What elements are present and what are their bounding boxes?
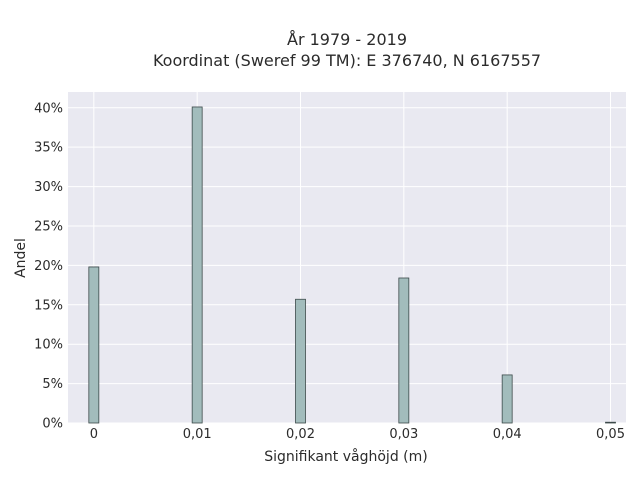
bar: [191, 106, 203, 424]
x-axis-ticks: 0 0,01 0,02 0,03 0,04 0,05: [90, 427, 625, 442]
y-tick-label: 30%: [34, 180, 63, 195]
chart-title-line2: Koordinat (Sweref 99 TM): E 376740, N 61…: [153, 51, 541, 70]
y-tick-label: 15%: [34, 298, 63, 313]
x-tick-label: 0: [90, 427, 98, 442]
x-tick-label: 0,05: [596, 427, 625, 442]
x-tick-label: 0,04: [493, 427, 522, 442]
bar: [501, 374, 513, 424]
bar: [295, 298, 306, 424]
x-tick-label: 0,01: [183, 427, 212, 442]
x-axis-label: Signifikant våghöjd (m): [264, 448, 427, 465]
x-tick-label: 0,03: [389, 427, 418, 442]
y-tick-label: 20%: [34, 259, 63, 274]
bar: [605, 421, 616, 424]
bar: [88, 266, 100, 424]
chart-title-line1: År 1979 - 2019: [287, 30, 407, 49]
y-tick-label: 0%: [42, 417, 63, 432]
y-tick-label: 10%: [34, 338, 63, 353]
bar: [398, 277, 410, 424]
bars: [88, 106, 616, 424]
y-tick-label: 40%: [34, 101, 63, 116]
y-axis-label: Andel: [13, 238, 29, 278]
y-tick-label: 35%: [34, 141, 63, 156]
y-tick-label: 25%: [34, 219, 63, 234]
x-tick-label: 0,02: [286, 427, 315, 442]
plot-area: [68, 92, 626, 423]
y-tick-label: 5%: [42, 377, 63, 392]
y-axis-ticks: 0% 5% 10% 15% 20% 25% 30% 35% 40%: [34, 101, 63, 431]
